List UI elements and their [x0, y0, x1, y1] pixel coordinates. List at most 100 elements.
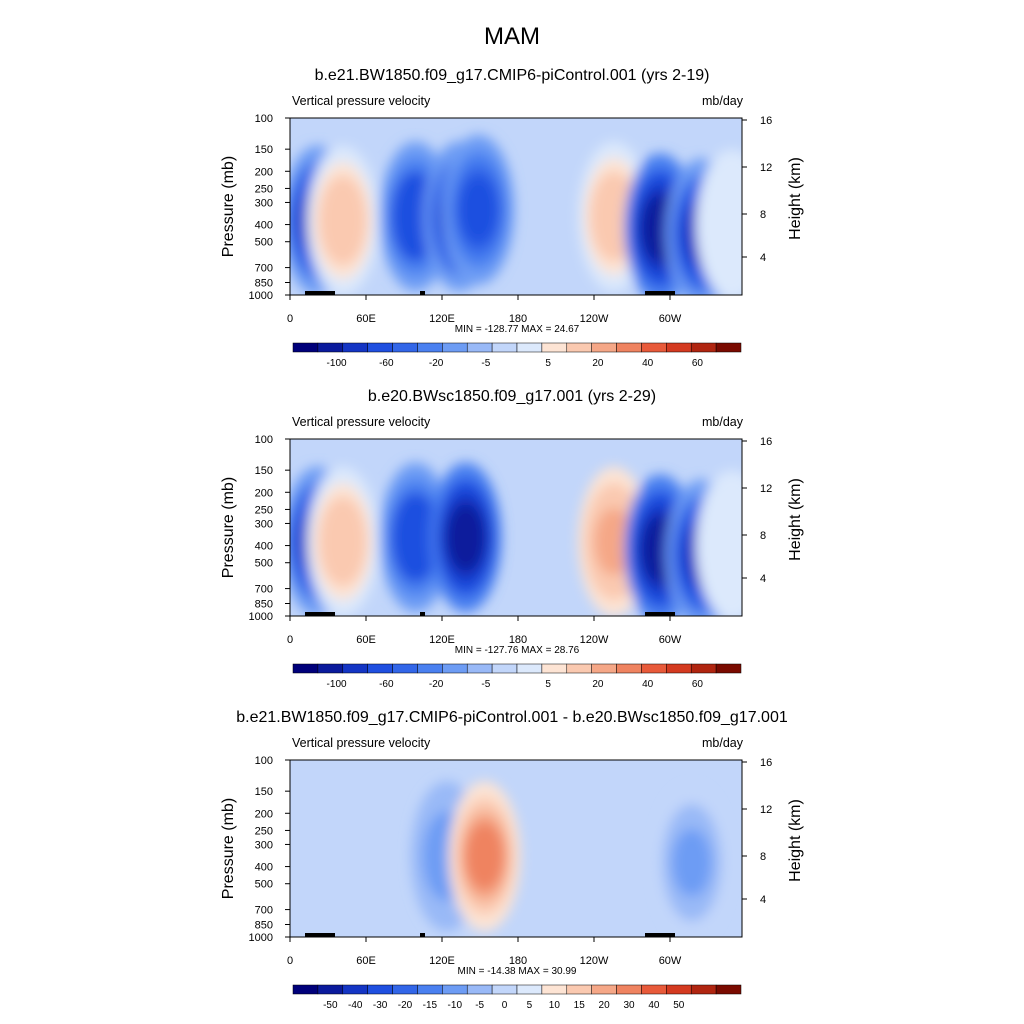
colorbar-swatch-6: [417, 663, 443, 674]
y-tick-label-700: 700: [255, 905, 273, 917]
units-label: mb/day: [702, 94, 744, 108]
contour-feature-2: [465, 822, 505, 891]
surface-mask-3: [645, 612, 675, 616]
panel-title: b.e21.BW1850.f09_g17.CMIP6-piControl.001…: [315, 67, 710, 84]
colorbar-swatch-7: [442, 984, 468, 995]
colorbar-label-10: 10: [549, 1000, 561, 1011]
colorbar-label--20: -20: [429, 358, 444, 369]
y-tick-label-200: 200: [255, 487, 273, 499]
height-tick-label-4: 4: [760, 252, 766, 264]
colorbar-swatch-1: [292, 663, 319, 674]
x-tick-label-120E: 120E: [429, 634, 455, 646]
panel-title: b.e21.BW1850.f09_g17.CMIP6-piControl.001…: [236, 709, 788, 726]
colorbar-label--40: -40: [348, 1000, 363, 1011]
contour-field: [290, 439, 742, 616]
colorbar-swatch-9: [491, 342, 518, 353]
x-tick-label-60E: 60E: [356, 955, 376, 967]
colorbar-swatch-5: [392, 984, 418, 995]
surface-mask-3: [645, 933, 675, 937]
colorbar-label--5: -5: [481, 358, 490, 369]
units-label: mb/day: [702, 415, 744, 429]
surface-mask-3: [645, 291, 675, 295]
colorbar-swatch-3: [342, 663, 368, 674]
surface-mask-1: [305, 291, 335, 295]
colorbar-label--60: -60: [379, 679, 394, 690]
height-tick-label-8: 8: [760, 530, 766, 542]
x-tick-label-120E: 120E: [429, 313, 455, 325]
y-tick-label-850: 850: [255, 599, 273, 611]
colorbar-swatch-9: [491, 663, 518, 674]
colorbar-swatch-17: [690, 663, 717, 674]
colorbar-swatch-11: [541, 342, 568, 353]
colorbar-swatch-18: [715, 663, 742, 674]
height-tick-label-4: 4: [760, 573, 766, 585]
colorbar-swatch-8: [466, 342, 493, 353]
colorbar-label-50: 50: [673, 1000, 685, 1011]
y-axis-label: Pressure (mb): [220, 798, 237, 899]
y-tick-label-250: 250: [255, 504, 273, 516]
colorbar: -100 -60 -20 -5 5 20 40 60: [292, 663, 742, 690]
x-tick-label-120W: 120W: [580, 955, 609, 967]
y-tick-label-400: 400: [255, 541, 273, 553]
colorbar-swatch-13: [591, 342, 617, 353]
colorbar-swatch-1: [292, 342, 319, 353]
colorbar-label--60: -60: [379, 358, 394, 369]
colorbar-swatch-4: [367, 663, 393, 674]
colorbar-swatch-2: [317, 663, 344, 674]
colorbar-swatch-2: [317, 984, 344, 995]
colorbar: -100 -60 -20 -5 5 20 40 60: [292, 342, 742, 369]
colorbar-label-15: 15: [574, 1000, 586, 1011]
colorbar-label-20: 20: [592, 679, 604, 690]
plot-frame: [289, 759, 743, 938]
contour-feature-5: [594, 507, 634, 576]
y-tick-label-1000: 1000: [249, 290, 273, 302]
colorbar-swatch-6: [417, 984, 443, 995]
contour-feature-4: [446, 503, 486, 572]
colorbar-swatch-16: [666, 342, 692, 353]
contour-blobs: [290, 462, 742, 616]
height-tick-label-12: 12: [760, 162, 772, 174]
height-tick-label-4: 4: [760, 894, 766, 906]
x-tick-label-180: 180: [509, 634, 527, 646]
colorbar-label--100: -100: [327, 679, 347, 690]
y-tick-label-100: 100: [255, 755, 273, 767]
colorbar-swatch-4: [367, 984, 393, 995]
y-tick-label-700: 700: [255, 584, 273, 596]
colorbar-swatch-2: [317, 342, 344, 353]
min-max-stats: MIN = -128.77 MAX = 24.67: [455, 324, 580, 335]
colorbar-label--10: -10: [448, 1000, 463, 1011]
y-tick-label-1000: 1000: [249, 932, 273, 944]
colorbar-swatch-7: [442, 663, 468, 674]
y-tick-label-200: 200: [255, 166, 273, 178]
colorbar-swatch-5: [392, 663, 418, 674]
contour-feature-3: [672, 828, 712, 897]
min-max-stats: MIN = -127.76 MAX = 28.76: [455, 645, 580, 656]
contour-feature-5: [458, 176, 498, 244]
units-label: mb/day: [702, 736, 744, 750]
colorbar-swatch-11: [541, 984, 568, 995]
surface-mask-2: [420, 612, 425, 616]
colorbar-label--30: -30: [373, 1000, 388, 1011]
contour-blobs: [410, 781, 728, 937]
colorbar-label--15: -15: [423, 1000, 438, 1011]
colorbar-swatch-1: [292, 984, 319, 995]
x-tick-label-120W: 120W: [580, 634, 609, 646]
colorbar-label-5: 5: [545, 679, 551, 690]
height-tick-label-12: 12: [760, 804, 772, 816]
variable-label: Vertical pressure velocity: [292, 736, 431, 750]
contour-feature-2: [323, 507, 363, 576]
colorbar-swatch-16: [666, 663, 692, 674]
x-tick-label-0: 0: [287, 313, 293, 325]
colorbar-swatch-13: [591, 663, 617, 674]
colorbar-swatch-14: [616, 342, 642, 353]
surface-mask-1: [305, 612, 335, 616]
y-tick-label-850: 850: [255, 278, 273, 290]
chart-panel-1: b.e21.BW1850.f09_g17.CMIP6-piControl.001…: [220, 67, 804, 369]
y-tick-label-200: 200: [255, 808, 273, 820]
colorbar-swatch-4: [367, 342, 393, 353]
x-tick-label-0: 0: [287, 955, 293, 967]
variable-label: Vertical pressure velocity: [292, 94, 431, 108]
y-tick-label-500: 500: [255, 879, 273, 891]
colorbar-swatch-12: [566, 663, 592, 674]
